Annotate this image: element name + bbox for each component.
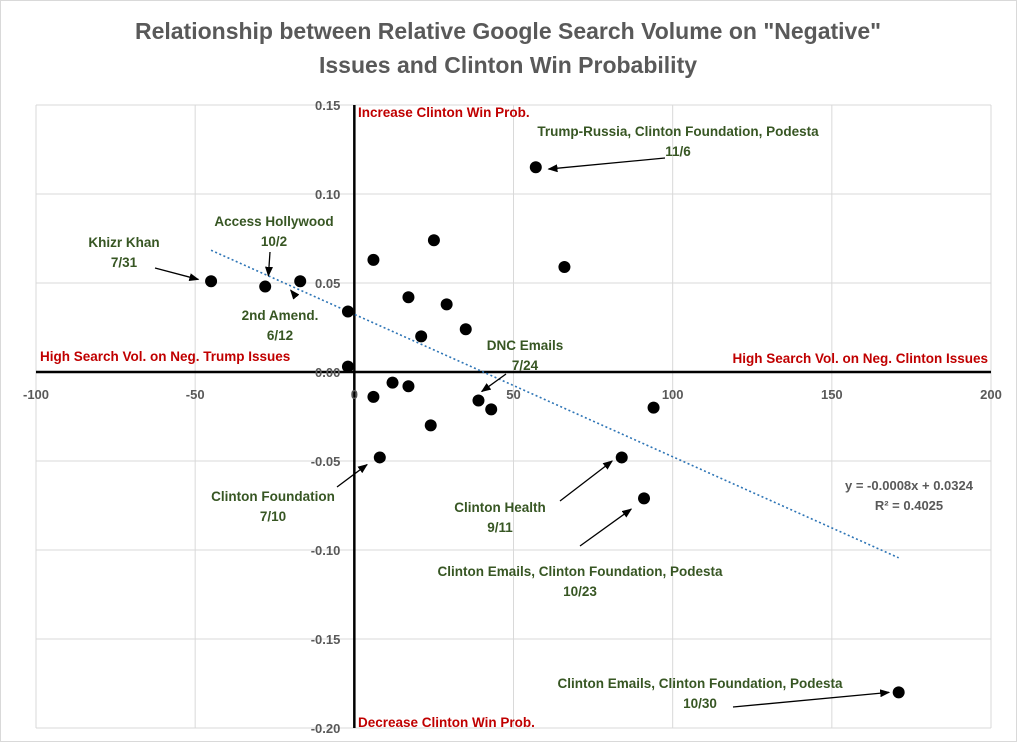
annotation-label: 6/12 (267, 328, 293, 343)
y-tick-label: -0.10 (311, 543, 341, 558)
annotation-arrows (154, 157, 891, 708)
data-point (647, 401, 660, 414)
x-tick-label: 100 (662, 387, 684, 402)
x-tick-label: -100 (23, 387, 49, 402)
x-tick-label: 150 (821, 387, 843, 402)
x-tick-label: -50 (186, 387, 205, 402)
data-point (402, 380, 415, 393)
annotation-arrow (265, 251, 273, 277)
data-point (440, 298, 453, 311)
data-point (529, 161, 542, 174)
annotation-label: 7/31 (111, 255, 138, 270)
annotation-label: 2nd Amend. (242, 308, 319, 323)
tick-labels: -100 -50 0 50 100 150 200 -0.20 -0.15 -0.10 -0.05 0… (23, 98, 1002, 736)
trendline-group: y = -0.0008x + 0.0324 R² = 0.4025 (210, 249, 974, 559)
annotation-label: Clinton Emails, Clinton Foundation, Pode… (438, 564, 723, 579)
annotations: Increase Clinton Win Prob. Decrease Clint… (40, 105, 988, 730)
data-point (373, 451, 386, 464)
annotation-arrow (547, 157, 666, 173)
data-point (294, 275, 307, 288)
data-point (459, 323, 472, 336)
x-tick-label: 0 (351, 387, 358, 402)
x-tick-label: 200 (980, 387, 1002, 402)
data-point (341, 360, 354, 373)
trendline-r-squared: R² = 0.4025 (875, 498, 943, 513)
chart-title-line-2: Issues and Clinton Win Probability (319, 52, 697, 78)
annotation-label: Trump-Russia, Clinton Foundation, Podest… (537, 124, 819, 139)
data-point (205, 275, 218, 288)
annotation-arrow (336, 463, 368, 488)
data-point (341, 305, 354, 318)
axes (36, 105, 991, 728)
annotation-label: 7/10 (260, 509, 286, 524)
data-point (367, 390, 380, 403)
quadrant-label-top: Increase Clinton Win Prob. (358, 105, 530, 120)
annotation-label: 10/30 (683, 696, 717, 711)
quadrant-label-right: High Search Vol. on Neg. Clinton Issues (732, 351, 988, 366)
data-point (892, 686, 905, 699)
data-point (472, 394, 485, 407)
y-tick-label: -0.05 (311, 454, 341, 469)
quadrant-label-left: High Search Vol. on Neg. Trump Issues (40, 349, 290, 364)
data-point (259, 280, 272, 293)
data-point (402, 291, 415, 304)
annotation-label: 9/11 (487, 520, 513, 535)
annotation-label: 10/2 (261, 234, 287, 249)
annotation-label: DNC Emails (487, 338, 564, 353)
annotation-arrow (579, 508, 633, 547)
annotation-arrow (290, 289, 300, 300)
data-point (485, 403, 498, 416)
data-point (427, 234, 440, 247)
data-point (558, 260, 571, 273)
annotation-arrow (480, 373, 507, 393)
data-point (638, 492, 651, 505)
y-tick-label: 0.10 (315, 187, 340, 202)
annotation-arrow (559, 460, 613, 502)
annotation-label: Clinton Foundation (211, 489, 335, 504)
annotation-label: Clinton Emails, Clinton Foundation, Pode… (558, 676, 843, 691)
y-tick-label: 0.00 (315, 365, 340, 380)
chart-title-line-1: Relationship between Relative Google Sea… (135, 18, 881, 44)
y-tick-label: -0.20 (311, 721, 341, 736)
gridlines (35, 104, 992, 729)
trendline-equation: y = -0.0008x + 0.0324 (845, 478, 974, 493)
data-point (415, 330, 428, 343)
annotation-label: Clinton Health (454, 500, 546, 515)
data-point (615, 451, 628, 464)
y-tick-label: 0.15 (315, 98, 340, 113)
annotation-arrow (154, 267, 200, 282)
y-tick-label: -0.15 (311, 632, 341, 647)
annotation-label: 10/23 (563, 584, 597, 599)
data-point (424, 419, 437, 432)
data-point (386, 376, 399, 389)
annotation-label: 7/24 (512, 358, 539, 373)
annotation-label: Access Hollywood (214, 214, 333, 229)
x-tick-label: 50 (506, 387, 520, 402)
y-tick-label: 0.05 (315, 276, 340, 291)
annotation-arrow (732, 689, 891, 708)
data-points (205, 161, 905, 699)
annotation-label: Khizr Khan (88, 235, 159, 250)
data-point (367, 253, 380, 266)
quadrant-label-bottom: Decrease Clinton Win Prob. (358, 715, 535, 730)
annotation-label: 11/6 (665, 144, 691, 159)
